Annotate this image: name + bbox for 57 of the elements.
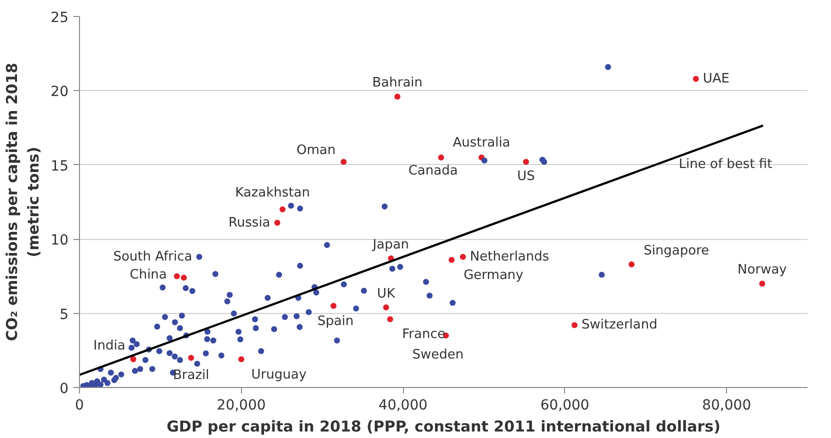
x-tick-label: 20,000 [216, 398, 266, 414]
annotation: France [402, 327, 446, 342]
annotation: Oman [296, 142, 336, 158]
annotation: Line of best fit [678, 157, 772, 172]
annotation: UAE [702, 71, 730, 86]
annotation: Spain [317, 314, 354, 329]
point [523, 158, 530, 165]
annotation: Sweden [412, 348, 464, 363]
annotation: Norway [738, 262, 788, 278]
point [330, 302, 336, 309]
y-tick-label: 10 [50, 232, 69, 249]
annotation: Uruguay [251, 367, 307, 382]
annotation: Singapore [644, 243, 710, 258]
point [274, 220, 280, 226]
point [174, 273, 180, 280]
annotation: Kazakhstan [235, 185, 310, 200]
y-axis-title: CO₂ emissions per capita in 2018 (metric tons) [3, 62, 43, 342]
y-tick-label: 0 [60, 381, 69, 397]
annotation: UK [377, 286, 396, 302]
x-tick-label: 0 [75, 398, 84, 414]
point [692, 76, 699, 82]
point [448, 256, 455, 263]
point [188, 354, 194, 361]
x-tick-label: 60,000 [540, 398, 590, 414]
annotation: China [130, 268, 167, 283]
annotation: US [517, 168, 535, 184]
point [383, 304, 390, 310]
x-tick-label: 80,000 [702, 398, 752, 414]
point [280, 206, 286, 212]
annotation: Brazil [172, 368, 210, 383]
y-tick-label: 20 [50, 84, 69, 100]
point [438, 154, 444, 160]
point [460, 254, 466, 260]
point [628, 261, 635, 268]
point [180, 274, 187, 281]
x-tick-label: 40,000 [378, 398, 428, 414]
point [340, 158, 347, 165]
point [130, 356, 136, 362]
annotation: Switzerland [582, 318, 658, 333]
annotation: Russia [228, 215, 270, 230]
y-tick-label: 15 [50, 158, 69, 174]
y-tick-label: 5 [60, 306, 69, 323]
annotation: Japan [372, 237, 410, 252]
x-axis-title: GDP per capita in 2018 (PPP, constant 2011 international dollars) [166, 418, 720, 436]
annotation: South Africa [113, 249, 192, 264]
annotation: Germany [464, 268, 524, 283]
point [759, 280, 766, 287]
point [387, 316, 394, 322]
point [394, 94, 400, 100]
annotation: Australia [452, 135, 510, 150]
point [572, 322, 578, 328]
y-tick-label: 25 [50, 10, 69, 26]
point [238, 356, 244, 362]
annotation: India [93, 338, 126, 354]
annotation: Canada [408, 163, 458, 178]
annotation: Netherlands [470, 249, 550, 264]
annotation: Bahrain [372, 76, 423, 91]
